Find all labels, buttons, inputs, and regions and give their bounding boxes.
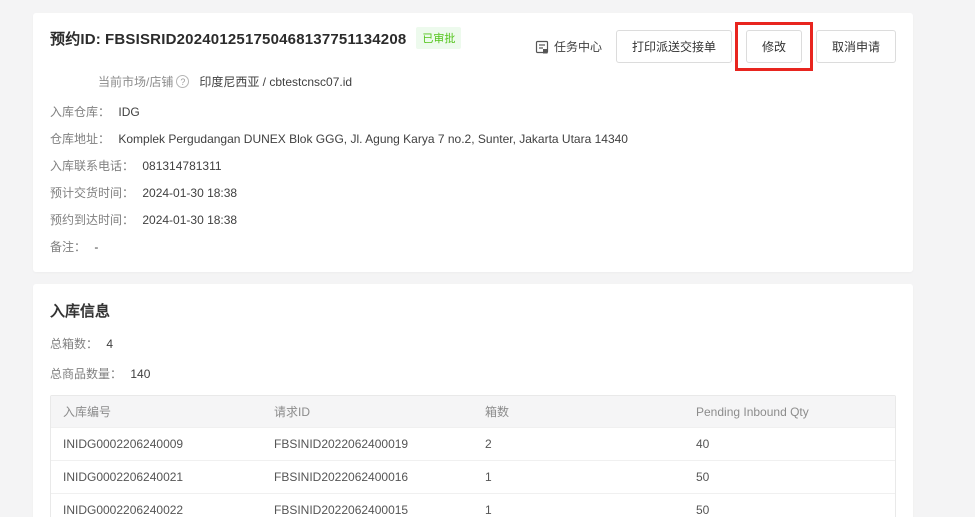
col-box-count: 箱数: [473, 396, 684, 428]
field-label: 入库仓库：: [50, 105, 111, 119]
table-header-row: 入库编号 请求ID 箱数 Pending Inbound Qty: [51, 396, 895, 428]
table-row: INIDG0002206240021 FBSINID2022062400016 …: [51, 460, 895, 494]
print-handover-button[interactable]: 打印派送交接单: [615, 30, 732, 63]
status-badge: 已审批: [416, 27, 462, 49]
market-shop-label: 当前市场/店铺: [98, 75, 174, 89]
reservation-id-value: FBSISRID202401251750468137751134208: [105, 30, 407, 48]
task-list-icon: [535, 40, 549, 54]
total-boxes-row: 总箱数： 4: [50, 335, 896, 352]
cell-pending-qty: 50: [684, 493, 895, 517]
cancel-request-button[interactable]: 取消申请: [815, 30, 896, 63]
total-qty-label: 总商品数量：: [50, 367, 123, 381]
field-label: 备注：: [50, 240, 87, 254]
field-value: IDG: [118, 105, 140, 119]
header-row: 预约ID: FBSISRID202401251750468137751134208…: [50, 22, 896, 71]
cell-pending-qty: 50: [684, 460, 895, 494]
field-value: 2024-01-30 18:38: [142, 213, 238, 227]
inbound-table: 入库编号 请求ID 箱数 Pending Inbound Qty INIDG00…: [51, 396, 895, 517]
market-shop-row: 当前市场/店铺 ? 印度尼西亚 / cbtestcnsc07.id: [98, 73, 896, 90]
col-request-id: 请求ID: [262, 396, 473, 428]
field-reserved-arrival-time: 预约到达时间： 2024-01-30 18:38: [50, 214, 896, 227]
field-value: Komplek Pergudangan DUNEX Blok GGG, Jl. …: [118, 132, 628, 146]
task-center-label: 任务中心: [553, 40, 602, 54]
task-center-link[interactable]: 任务中心: [535, 38, 602, 55]
cell-box-count: 2: [473, 427, 684, 461]
cell-inbound-no: INIDG0002206240021: [51, 460, 262, 494]
field-expected-delivery-time: 预计交货时间： 2024-01-30 18:38: [50, 187, 896, 200]
total-boxes-value: 4: [106, 337, 114, 351]
field-label: 预计交货时间：: [50, 186, 135, 200]
cell-inbound-no: INIDG0002206240022: [51, 493, 262, 517]
total-qty-row: 总商品数量： 140: [50, 365, 896, 382]
field-label: 预约到达时间：: [50, 213, 135, 227]
field-label: 入库联系电话：: [50, 159, 135, 173]
modify-button[interactable]: 修改: [745, 30, 802, 63]
field-value: -: [94, 240, 99, 254]
inbound-info-card: 入库信息 总箱数： 4 总商品数量： 140 入库编号 请求ID 箱数 Pend…: [33, 284, 913, 517]
reservation-id-label: 预约ID:: [50, 30, 101, 48]
cell-box-count: 1: [473, 460, 684, 494]
detail-fields: 入库仓库： IDG 仓库地址： Komplek Pergudangan DUNE…: [50, 106, 896, 254]
field-value: 2024-01-30 18:38: [142, 186, 238, 200]
field-label: 仓库地址：: [50, 132, 111, 146]
inbound-table-container: 入库编号 请求ID 箱数 Pending Inbound Qty INIDG00…: [50, 395, 896, 517]
market-shop-value: 印度尼西亚 / cbtestcnsc07.id: [199, 75, 353, 89]
field-contact-phone: 入库联系电话： 081314781311: [50, 160, 896, 173]
cell-inbound-no: INIDG0002206240009: [51, 427, 262, 461]
field-warehouse-address: 仓库地址： Komplek Pergudangan DUNEX Blok GGG…: [50, 133, 896, 146]
total-boxes-label: 总箱数：: [50, 337, 99, 351]
table-row: INIDG0002206240009 FBSINID2022062400019 …: [51, 427, 895, 461]
cell-box-count: 1: [473, 493, 684, 517]
field-value: 081314781311: [142, 159, 222, 173]
cell-pending-qty: 40: [684, 427, 895, 461]
page-title: 预约ID: FBSISRID202401251750468137751134208: [50, 28, 406, 49]
col-inbound-no: 入库编号: [51, 396, 262, 428]
section-title: 入库信息: [50, 303, 111, 320]
header-actions: 任务中心 打印派送交接单 修改 取消申请: [535, 22, 896, 71]
title-group: 预约ID: FBSISRID202401251750468137751134208…: [50, 27, 462, 49]
total-qty-value: 140: [130, 367, 151, 381]
modify-button-wrap: 修改: [734, 22, 813, 71]
field-remark: 备注： -: [50, 241, 896, 254]
field-warehouse: 入库仓库： IDG: [50, 106, 896, 119]
table-row: INIDG0002206240022 FBSINID2022062400015 …: [51, 493, 895, 517]
cell-request-id: FBSINID2022062400016: [262, 460, 473, 494]
cell-request-id: FBSINID2022062400015: [262, 493, 473, 517]
reservation-header-card: 预约ID: FBSISRID202401251750468137751134208…: [33, 13, 913, 272]
help-icon[interactable]: ?: [176, 75, 190, 88]
cell-request-id: FBSINID2022062400019: [262, 427, 473, 461]
col-pending-inbound-qty: Pending Inbound Qty: [684, 396, 895, 428]
